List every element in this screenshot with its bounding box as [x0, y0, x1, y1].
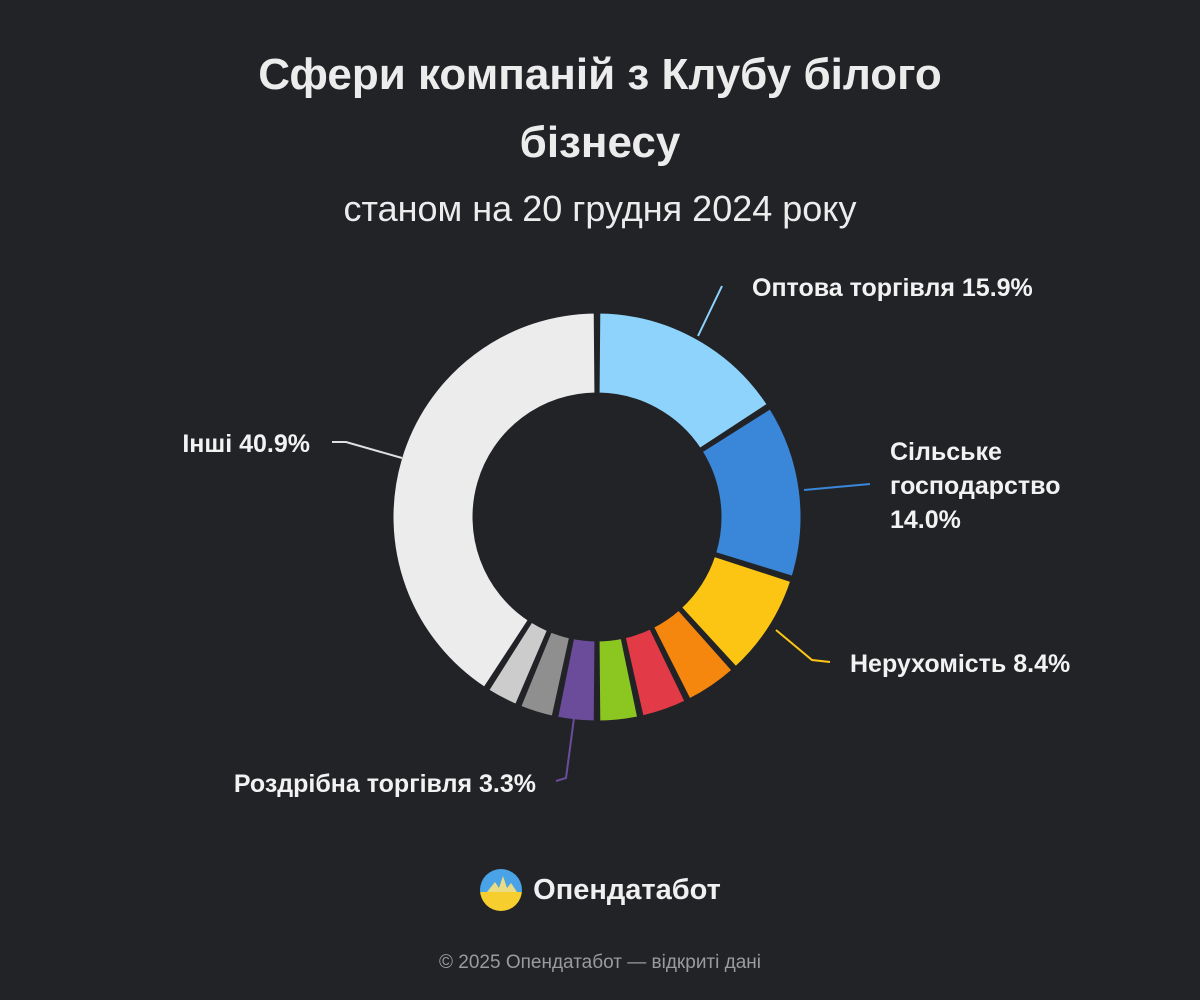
leader-line	[332, 441, 403, 459]
label-leader-lines	[332, 285, 871, 782]
donut-slice	[678, 553, 794, 670]
donut-slice	[555, 636, 598, 724]
donut-slice	[650, 607, 735, 702]
donut-slices	[390, 310, 804, 724]
copyright-notice: © 2025 Опендатабот — відкриті дані	[439, 952, 761, 973]
slice-label: господарство	[890, 472, 1060, 500]
donut-slice	[486, 619, 551, 707]
brand-logo: Опендатабот	[0, 868, 1200, 912]
donut-slice	[518, 629, 573, 719]
brand-name: Опендатабот	[533, 873, 721, 906]
slice-labels: Оптова торгівля 15.9% Сільське господарств…	[182, 274, 1070, 798]
donut-slice	[622, 626, 688, 719]
donut-slice	[596, 635, 641, 724]
slice-label: Оптова торгівля 15.9%	[752, 274, 1033, 302]
slice-label: Роздрібна торгівля 3.3%	[234, 770, 536, 798]
donut-slice	[699, 406, 804, 579]
slice-label: Нерухомість 8.4%	[850, 650, 1070, 678]
opendatabot-logo-icon	[480, 869, 523, 911]
donut-slice	[390, 310, 598, 690]
slice-label: Інші 40.9%	[182, 430, 310, 458]
leader-line	[803, 483, 871, 491]
leader-line	[775, 629, 831, 663]
chart-subtitle: станом на 20 грудня 2024 року	[343, 188, 857, 229]
donut-slice	[596, 310, 770, 452]
slice-label: 14.0%	[890, 506, 961, 534]
slice-label: Сільське	[890, 438, 1002, 466]
chart-title-line2: бізнесу	[519, 118, 681, 167]
leader-line	[555, 717, 575, 782]
leader-line	[697, 285, 723, 337]
chart-title-line1: Сфери компаній з Клубу білого	[258, 50, 942, 99]
